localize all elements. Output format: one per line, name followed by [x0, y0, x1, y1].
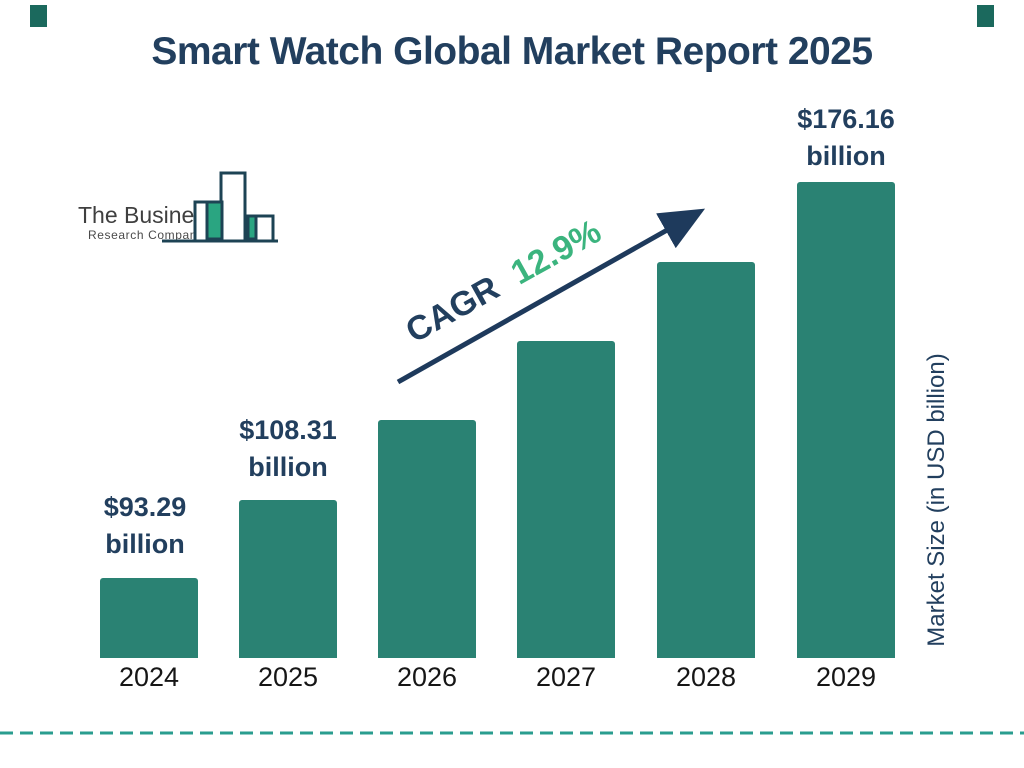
x-tick-2027: 2027: [535, 662, 597, 692]
company-logo: The Business Research Company: [74, 168, 286, 248]
corner-accent-right: [977, 5, 994, 27]
value-amount: $93.29: [103, 492, 187, 522]
bar-2024: [100, 578, 198, 658]
logo-text-line2: Research Company: [88, 228, 204, 242]
corner-accent-left: [30, 5, 47, 27]
bar-2025: [239, 500, 337, 658]
page-title: Smart Watch Global Market Report 2025: [151, 30, 873, 73]
value-label-2024: $93.29 billion: [65, 489, 225, 563]
logo-buildings-icon: [162, 171, 278, 243]
bar-2026: [378, 420, 476, 658]
y-axis-label: Market Size (in USD billion): [923, 353, 950, 647]
value-label-2025: $108.31 billion: [208, 412, 368, 486]
value-label-2029: $176.16 billion: [766, 101, 926, 175]
bar-2027: [517, 341, 615, 658]
x-tick-2028: 2028: [675, 662, 737, 692]
x-tick-2026: 2026: [396, 662, 458, 692]
x-tick-2029: 2029: [815, 662, 877, 692]
value-amount: $108.31: [239, 415, 337, 445]
value-amount: $176.16: [797, 104, 895, 134]
bar-2029: [797, 182, 895, 658]
bar-2028: [657, 262, 755, 658]
value-unit: billion: [806, 141, 886, 171]
x-tick-2024: 2024: [118, 662, 180, 692]
value-unit: billion: [105, 529, 185, 559]
footer-dashed-line: [0, 731, 1024, 735]
value-unit: billion: [248, 452, 328, 482]
x-tick-2025: 2025: [257, 662, 319, 692]
